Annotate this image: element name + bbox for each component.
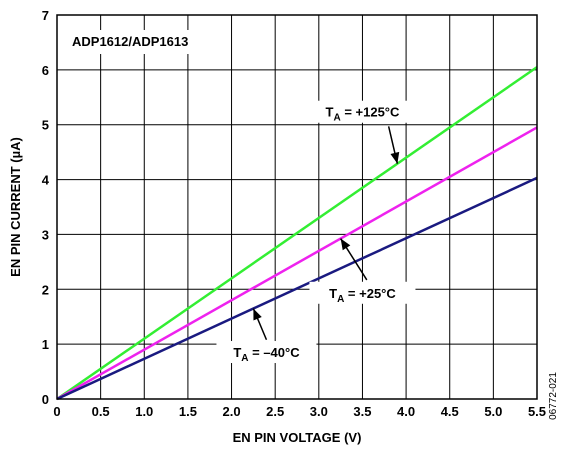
x-tick-label: 3.0 (310, 404, 328, 419)
annotation-background (303, 100, 422, 123)
series-line-0 (56, 66, 538, 401)
series-lines (56, 66, 538, 401)
series-line-1 (56, 126, 538, 401)
x-tick-label: 2.5 (266, 404, 284, 419)
x-tick-label: 5.5 (528, 404, 546, 419)
x-tick-label: 5.0 (484, 404, 502, 419)
annotation-background (216, 341, 317, 364)
series-annotation-label: TA = +25°C (329, 286, 396, 305)
y-tick-label: 1 (42, 337, 49, 352)
y-tick-label: 0 (42, 392, 49, 407)
y-tick-label: 6 (42, 63, 49, 78)
series-annotation-label: TA = +125°C (326, 105, 400, 124)
series-annotations: TA = +125°C TA = +25°C TA = –40°C (216, 100, 422, 364)
y-tick-label: 5 (42, 118, 49, 133)
x-tick-label: 4.0 (397, 404, 415, 419)
y-axis-title: EN PIN CURRENT (µA) (8, 137, 23, 277)
tick-labels: 0 0.5 1.0 1.5 2.0 2.5 3.0 3.5 4.0 4.5 5.0 5.5 0 1 2 3 4 5… (42, 8, 546, 419)
x-tick-label: 1.0 (135, 404, 153, 419)
x-tick-label: 0 (53, 404, 60, 419)
x-tick-label: 2.0 (223, 404, 241, 419)
annotation-arrow-head (340, 238, 351, 251)
x-tick-label: 4.5 (441, 404, 459, 419)
annotation-arrow-head (390, 151, 400, 164)
chart-title-background (64, 30, 224, 54)
x-tick-label: 3.5 (353, 404, 371, 419)
x-axis-title: EN PIN VOLTAGE (V) (233, 430, 362, 445)
x-tick-label: 1.5 (179, 404, 197, 419)
series-annotation-label: TA = –40°C (233, 345, 300, 364)
figure-code: 06772-021 (548, 372, 559, 420)
y-tick-label: 3 (42, 227, 49, 242)
y-tick-label: 4 (42, 173, 50, 188)
annotation-background (309, 281, 416, 304)
chart-title: ADP1612/ADP1613 (72, 34, 188, 49)
x-tick-label: 0.5 (92, 404, 110, 419)
plot-area-frame (56, 14, 538, 400)
y-tick-label: 2 (42, 282, 49, 297)
annotation-arrow-head (253, 308, 262, 321)
y-tick-label: 7 (42, 8, 49, 23)
series-line-2 (56, 176, 538, 401)
